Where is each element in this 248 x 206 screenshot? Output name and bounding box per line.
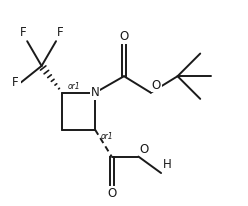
Text: O: O <box>107 187 116 200</box>
Text: F: F <box>12 76 19 89</box>
Text: F: F <box>20 26 26 39</box>
Text: N: N <box>91 86 99 99</box>
Text: H: H <box>163 158 172 171</box>
Text: F: F <box>57 26 64 39</box>
Text: O: O <box>119 30 129 43</box>
Text: O: O <box>139 143 149 156</box>
Text: O: O <box>152 79 161 92</box>
Text: or1: or1 <box>100 132 113 141</box>
Text: or1: or1 <box>67 82 80 91</box>
